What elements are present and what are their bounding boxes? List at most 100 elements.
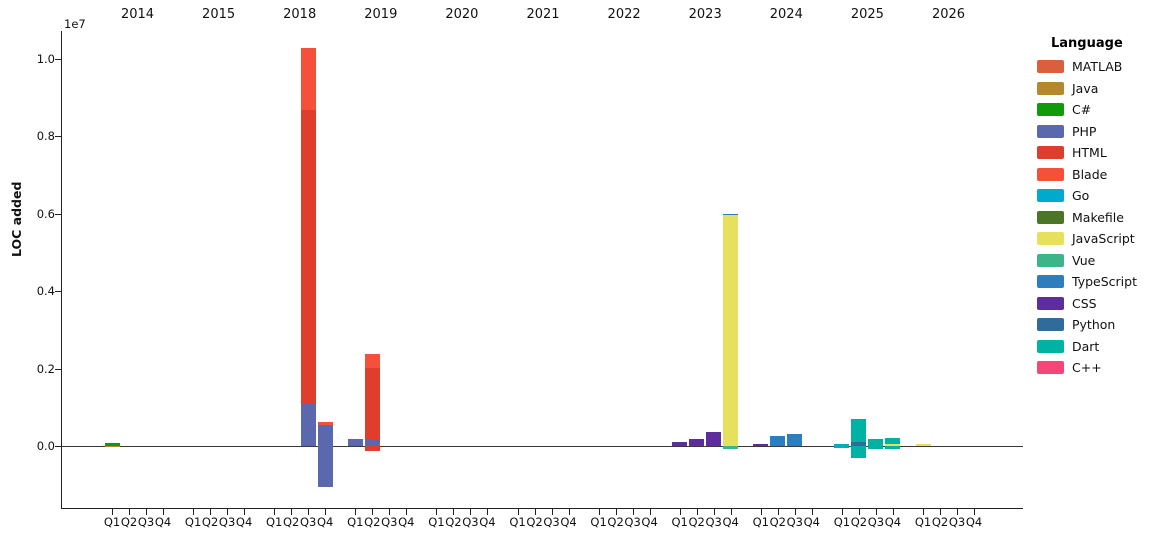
legend-entry-label: PHP — [1072, 123, 1097, 139]
x-axis-tick-label: Q3 — [705, 515, 722, 529]
legend-swatch — [1037, 253, 1064, 267]
y-axis-tick-label: 0.2 — [36, 361, 55, 376]
x-axis-tick — [146, 509, 147, 515]
y-axis-tick-label: 0.8 — [36, 129, 55, 143]
year-label: 2021 — [526, 7, 560, 22]
legend-entry-label: JavaScript — [1072, 231, 1135, 247]
x-axis-tick — [649, 509, 651, 515]
bar-segment — [723, 215, 739, 446]
bar-segment — [723, 446, 739, 450]
plot-area: 0.0 0.2 0.4 0.6 0.8 1.0 2014 Q1 Q2 Q3 Q4 2015 Q1 Q2 Q3… — [37, 7, 1023, 529]
legend-entry: TypeScript — [1037, 271, 1159, 293]
legend-entry: JavaScript — [1037, 228, 1159, 250]
bar-segment — [723, 213, 739, 216]
bar-segment — [364, 353, 380, 368]
x-axis-tick-label: Q1 — [752, 515, 769, 529]
x-axis-tick-label: Q4 — [884, 515, 902, 529]
x-axis-tick — [163, 509, 164, 515]
legend-entry-label: Python — [1072, 317, 1116, 333]
y-axis-tick-label: 0.6 — [36, 206, 55, 221]
x-axis-tick-label: Q3 — [300, 515, 317, 529]
x-axis-tick-label: Q1 — [590, 515, 607, 529]
x-axis-tick-label: Q1 — [428, 515, 445, 529]
x-axis-tick — [325, 509, 327, 515]
bar-segment — [672, 442, 688, 446]
x-axis-tick — [974, 509, 975, 515]
bar-segment — [851, 418, 867, 443]
year-label: 2022 — [607, 7, 641, 22]
x-axis-tick — [227, 509, 229, 515]
x-axis-tick-label: Q4 — [479, 515, 496, 529]
legend-swatch — [1037, 232, 1064, 246]
x-axis-tick-label: Q1 — [914, 515, 932, 529]
x-axis-tick — [730, 509, 732, 515]
bar-segment — [364, 367, 380, 441]
x-axis-tick — [679, 509, 681, 515]
legend-swatch — [1037, 146, 1064, 160]
x-axis-tick-label: Q2 — [364, 515, 381, 529]
x-axis-tick-label: Q2 — [607, 515, 624, 529]
legend-swatch — [1037, 124, 1064, 138]
bar-segment — [868, 439, 884, 446]
legend-entry-label: TypeScript — [1072, 274, 1137, 290]
x-axis-tick — [892, 509, 894, 515]
x-axis-tick-label: Q2 — [931, 515, 949, 529]
bar-segment — [787, 433, 803, 446]
x-axis-tick — [291, 509, 293, 515]
x-axis-tick-label: Q2 — [526, 515, 543, 529]
y-axis-tick — [55, 58, 61, 60]
x-axis-tick — [355, 509, 357, 515]
y-axis-tick — [55, 136, 61, 137]
y-axis-tick — [55, 368, 61, 370]
legend-entry-label: Makefile — [1072, 209, 1124, 225]
x-axis-tick — [777, 509, 779, 515]
x-axis-tick — [794, 509, 796, 515]
x-axis-tick-label: Q4 — [317, 515, 334, 529]
x-axis-tick-label: Q4 — [722, 515, 739, 529]
bar-segment — [885, 437, 901, 445]
x-axis-tick — [534, 509, 536, 515]
x-axis-tick-label: Q4 — [965, 515, 983, 529]
x-axis-tick-label: Q2 — [769, 515, 786, 529]
x-axis-tick — [453, 509, 455, 515]
legend-swatch — [1037, 275, 1064, 289]
x-axis-tick — [841, 509, 843, 515]
legend-entry: CSS — [1037, 293, 1159, 315]
x-axis-tick — [615, 509, 617, 515]
y-axis-tick — [55, 213, 61, 215]
bar-segment — [851, 442, 867, 446]
x-axis-tick — [372, 509, 374, 515]
x-axis-tick-label: Q1 — [671, 515, 688, 529]
legend-entry: Python — [1037, 314, 1159, 336]
legend-swatch — [1037, 339, 1064, 353]
x-axis-tick-label: Q1 — [184, 515, 202, 529]
x-axis-tick-label: Q4 — [560, 515, 577, 529]
x-axis-tick — [406, 509, 408, 515]
x-axis-tick-label: Q1 — [833, 515, 851, 529]
x-axis-tick-label: Q4 — [154, 515, 172, 529]
x-axis-tick-label: Q3 — [786, 515, 803, 529]
bar-segment — [104, 443, 120, 446]
x-axis-tick-label: Q2 — [201, 515, 219, 529]
bar-segment — [317, 446, 333, 488]
bar-segment — [364, 440, 380, 446]
legend-swatch — [1037, 361, 1064, 375]
legend: Language MATLAB Java C# PHP HTML Blade Go Makef… — [1037, 36, 1159, 379]
bar-segment — [885, 446, 901, 450]
y-axis-spine — [61, 31, 62, 508]
year-label: 2023 — [688, 7, 722, 22]
x-axis-tick-label: Q3 — [462, 515, 479, 529]
x-axis-tick — [551, 509, 553, 515]
bar-segment — [364, 446, 380, 452]
x-axis-tick-label: Q4 — [803, 515, 820, 529]
bar-segment — [317, 422, 333, 425]
year-label: 2026 — [931, 7, 966, 22]
bar-segment — [885, 444, 901, 446]
bar-segment — [753, 444, 769, 446]
x-axis-tick — [696, 509, 698, 515]
x-axis-tick — [517, 509, 519, 515]
x-axis-tick — [210, 509, 212, 515]
legend-swatch — [1037, 210, 1064, 224]
legend-swatch — [1037, 60, 1064, 74]
